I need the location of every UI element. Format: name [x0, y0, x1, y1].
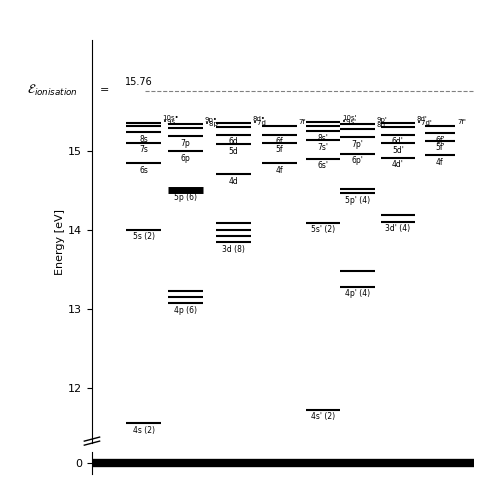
- Text: 5f: 5f: [275, 145, 283, 154]
- Text: 6f': 6f': [435, 136, 445, 145]
- Text: 10s': 10s': [342, 115, 357, 121]
- Text: 10s•: 10s•: [163, 115, 179, 121]
- Text: •7d': •7d': [417, 120, 432, 126]
- Text: 5f': 5f': [435, 144, 445, 153]
- Text: 6s': 6s': [318, 161, 329, 170]
- Text: 8d•: 8d•: [253, 116, 265, 122]
- Text: 4p' (4): 4p' (4): [345, 289, 370, 298]
- Text: 6p: 6p: [181, 154, 191, 163]
- Text: 8d': 8d': [417, 116, 428, 122]
- Text: 7f: 7f: [299, 119, 305, 125]
- Text: •7d: •7d: [253, 120, 265, 126]
- Text: 5p' (4): 5p' (4): [345, 196, 370, 205]
- Text: 3d (8): 3d (8): [222, 245, 245, 253]
- Text: 4f: 4f: [275, 166, 283, 175]
- Text: 4s' (2): 4s' (2): [311, 412, 335, 421]
- Y-axis label: Energy [eV]: Energy [eV]: [55, 209, 65, 274]
- Text: 6s: 6s: [139, 166, 148, 175]
- Text: 6d': 6d': [392, 137, 404, 146]
- Text: 7p: 7p: [181, 139, 191, 148]
- Text: =: =: [100, 85, 109, 95]
- Text: 9p•: 9p•: [205, 117, 218, 123]
- Text: 8p': 8p': [377, 122, 388, 128]
- Text: •9s': •9s': [342, 119, 356, 125]
- Text: 3d' (4): 3d' (4): [385, 224, 410, 233]
- Text: 5d: 5d: [228, 147, 238, 156]
- Text: 4s (2): 4s (2): [133, 426, 154, 435]
- Text: 7p': 7p': [352, 140, 363, 149]
- Text: 5s' (2): 5s' (2): [311, 225, 335, 234]
- Text: •9s: •9s: [163, 119, 175, 125]
- Text: 8s': 8s': [318, 134, 329, 143]
- Text: 8s: 8s: [139, 135, 148, 144]
- Text: $\mathcal{E}_{ionisation}$: $\mathcal{E}_{ionisation}$: [27, 83, 78, 98]
- Text: 6f: 6f: [275, 137, 283, 146]
- Text: 4d: 4d: [228, 177, 238, 186]
- Text: 5p (6): 5p (6): [174, 193, 197, 202]
- Text: 5d': 5d': [392, 146, 404, 155]
- Text: 5s (2): 5s (2): [133, 232, 154, 241]
- Text: 6p': 6p': [352, 156, 363, 165]
- Text: 7f': 7f': [457, 119, 466, 125]
- Text: 7s': 7s': [318, 143, 329, 152]
- Text: 4d': 4d': [392, 160, 404, 169]
- Text: 6d: 6d: [228, 137, 238, 146]
- Text: 9p': 9p': [377, 117, 388, 123]
- Text: •8p: •8p: [205, 121, 218, 127]
- Text: 15.76: 15.76: [124, 77, 152, 87]
- Text: 7s: 7s: [139, 145, 148, 154]
- Text: 4p (6): 4p (6): [174, 305, 197, 314]
- Text: 4f: 4f: [436, 158, 444, 167]
